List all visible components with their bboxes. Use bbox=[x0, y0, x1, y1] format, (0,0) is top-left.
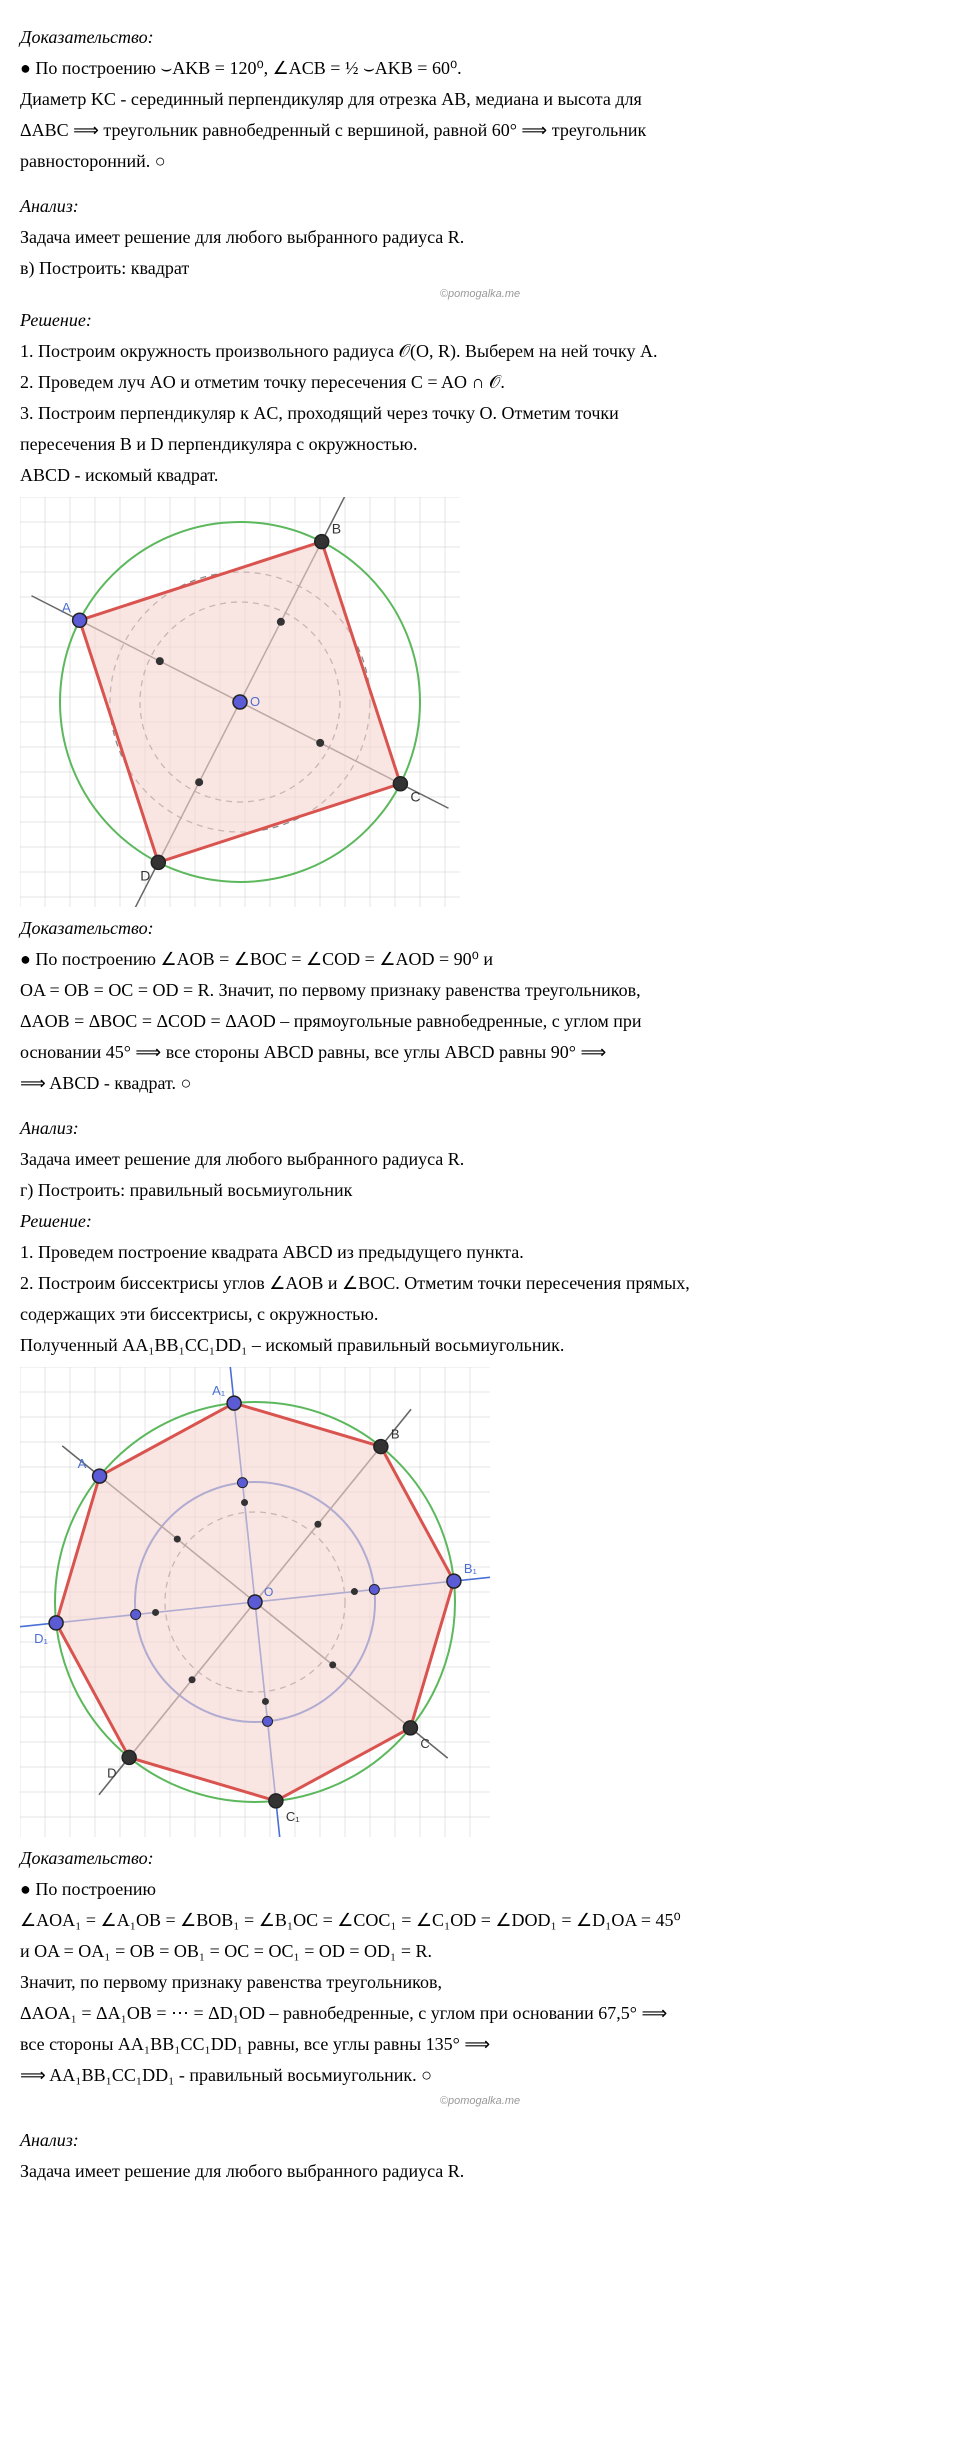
svg-text:O: O bbox=[250, 694, 260, 709]
analysis2-line1: Задача имеет решение для любого выбранно… bbox=[20, 1146, 940, 1173]
proof3-line4: Значит, по первому признаку равенства тр… bbox=[20, 1969, 940, 1996]
proof2-line1: ● По построению ∠AOB = ∠BOC = ∠COD = ∠AO… bbox=[20, 946, 940, 973]
proof3-line7: ⟹ AA₁BB₁CC₁DD₁ - правильный восьмиугольн… bbox=[20, 2062, 940, 2089]
figure-square: A B C D O bbox=[20, 497, 940, 907]
solution1-line3: 3. Построим перпендикуляр к AC, проходящ… bbox=[20, 400, 940, 427]
analysis2-title: Анализ: bbox=[20, 1115, 940, 1142]
watermark: ©pomogalka.me bbox=[20, 286, 940, 303]
analysis1-title: Анализ: bbox=[20, 193, 940, 220]
proof1-line1: ● По построению ⌣AKB = 120⁰, ∠ACB = ½ ⌣A… bbox=[20, 55, 940, 82]
proof3-title: Доказательство: bbox=[20, 1845, 940, 1872]
svg-text:D: D bbox=[107, 1765, 116, 1780]
proof1-line3: ΔABC ⟹ треугольник равнобедренный с верш… bbox=[20, 117, 940, 144]
proof2-title: Доказательство: bbox=[20, 915, 940, 942]
proof1-title: Доказательство: bbox=[20, 24, 940, 51]
solution1-line2: 2. Проведем луч AO и отметим точку перес… bbox=[20, 369, 940, 396]
svg-text:A: A bbox=[78, 1456, 87, 1471]
svg-text:B₁: B₁ bbox=[464, 1561, 478, 1576]
proof2-line3: ΔAOB = ΔBOC = ΔCOD = ΔAOD – прямоугольны… bbox=[20, 1008, 940, 1035]
solution1-line1: 1. Построим окружность произвольного рад… bbox=[20, 338, 940, 365]
proof2-line4: основании 45° ⟹ все стороны ABCD равны, … bbox=[20, 1039, 940, 1066]
analysis3-title: Анализ: bbox=[20, 2127, 940, 2154]
svg-text:C: C bbox=[410, 788, 420, 804]
task-g: г) Построить: правильный восьмиугольник bbox=[20, 1177, 940, 1204]
figure-octagon: A A₁ B B₁ C C₁ D D₁ O bbox=[20, 1367, 940, 1837]
svg-text:O: O bbox=[264, 1585, 273, 1599]
solution2-line4: Полученный AA₁BB₁CC₁DD₁ – искомый правил… bbox=[20, 1332, 940, 1359]
solution2-line1: 1. Проведем построение квадрата ABCD из … bbox=[20, 1239, 940, 1266]
svg-text:D₁: D₁ bbox=[34, 1630, 48, 1645]
proof2-line2: OA = OB = OC = OD = R. Значит, по первом… bbox=[20, 977, 940, 1004]
solution1-line5: ABCD - искомый квадрат. bbox=[20, 462, 940, 489]
proof3-line3: и OA = OA₁ = OB = OB₁ = OC = OC₁ = OD = … bbox=[20, 1938, 940, 1965]
proof1-line2: Диаметр KC - серединный перпендикуляр дл… bbox=[20, 86, 940, 113]
solution1-line4: пересечения B и D перпендикуляра с окруж… bbox=[20, 431, 940, 458]
proof1-line4: равносторонний. ○ bbox=[20, 148, 940, 175]
solution2-line2: 2. Построим биссектрисы углов ∠AOB и ∠BO… bbox=[20, 1270, 940, 1297]
analysis3-line1: Задача имеет решение для любого выбранно… bbox=[20, 2158, 940, 2185]
solution2-line3: содержащих эти биссектрисы, с окружность… bbox=[20, 1301, 940, 1328]
proof2-line5: ⟹ ABCD - квадрат. ○ bbox=[20, 1070, 940, 1097]
proof3-line5: ΔAOA₁ = ΔA₁OB = ⋯ = ΔD₁OD – равнобедренн… bbox=[20, 2000, 940, 2027]
svg-text:D: D bbox=[140, 867, 150, 883]
svg-text:C₁: C₁ bbox=[286, 1808, 300, 1823]
svg-text:B: B bbox=[391, 1426, 400, 1441]
proof3-line6: все стороны AA₁BB₁CC₁DD₁ равны, все углы… bbox=[20, 2031, 940, 2058]
analysis1-line1: Задача имеет решение для любого выбранно… bbox=[20, 224, 940, 251]
solution1-title: Решение: bbox=[20, 307, 940, 334]
proof3-line1: ● По построению bbox=[20, 1876, 940, 1903]
solution2-title: Решение: bbox=[20, 1208, 940, 1235]
proof3-line2: ∠AOA₁ = ∠A₁OB = ∠BOB₁ = ∠B₁OC = ∠COC₁ = … bbox=[20, 1907, 940, 1934]
watermark2: ©pomogalka.me bbox=[20, 2093, 940, 2110]
svg-text:B: B bbox=[332, 520, 341, 536]
svg-text:C: C bbox=[420, 1735, 429, 1750]
task-v: в) Построить: квадрат bbox=[20, 255, 940, 282]
svg-text:A₁: A₁ bbox=[212, 1383, 226, 1398]
svg-text:A: A bbox=[62, 599, 72, 615]
